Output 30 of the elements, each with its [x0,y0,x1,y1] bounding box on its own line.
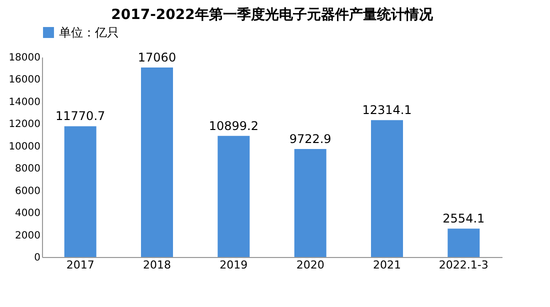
data-label: 2554.1 [442,212,485,226]
x-tick-label: 2021 [373,258,401,272]
bar [448,228,480,257]
bar [371,120,403,257]
data-label: 10899.2 [208,118,258,133]
x-tick-label: 2018 [143,258,171,272]
y-tick-label: 0 [34,252,40,264]
y-tick-label: 14000 [8,96,40,108]
x-tick-label: 2020 [296,258,324,272]
bar [218,136,250,257]
x-tick-label: 2017 [66,258,94,272]
bar [294,148,326,257]
legend-label: 单位：亿只 [59,26,119,40]
x-tick-label: 2019 [220,258,248,272]
y-tick-label: 8000 [15,164,40,175]
y-tick-label: 16000 [8,74,40,86]
bar [141,67,173,257]
data-label: 12314.1 [362,103,412,118]
y-tick-label: 4000 [15,208,40,220]
y-tick-label: 6000 [15,186,40,197]
y-tick-label: 10000 [8,141,40,152]
x-tick-label: 2022.1-3 [438,258,488,272]
data-label: 9722.9 [289,132,332,146]
data-label: 11770.7 [56,109,106,124]
y-tick-label: 2000 [15,230,40,242]
y-tick-label: 12000 [8,119,40,130]
y-tick-label: 18000 [8,52,40,64]
bar [64,126,96,257]
data-label: 17060 [138,50,176,64]
chart-title: 2017-2022年第一季度光电子元器件产量统计情况 [111,6,434,23]
